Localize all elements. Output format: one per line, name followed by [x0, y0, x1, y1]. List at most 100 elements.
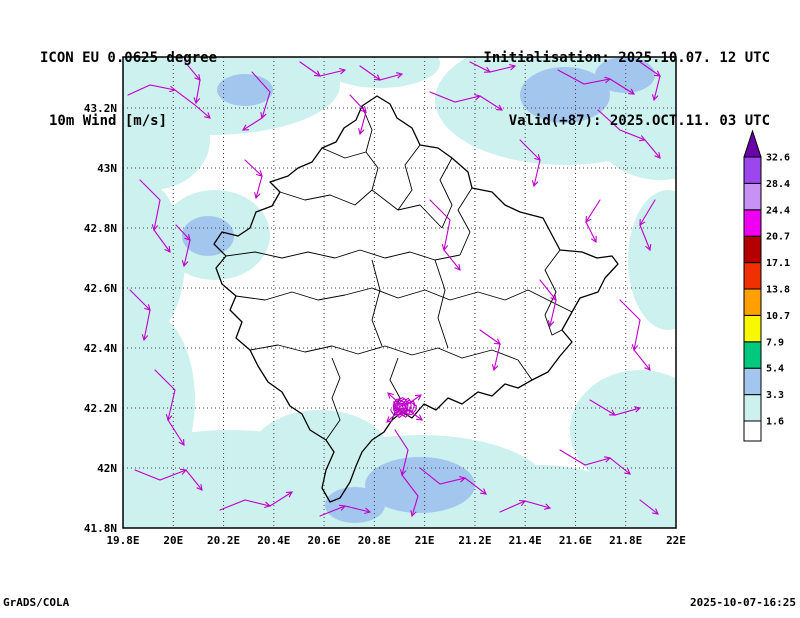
shade-patch-strong: [217, 74, 273, 106]
lon-tick-label: 21.4E: [509, 534, 542, 547]
wind-arrowhead: [480, 488, 487, 495]
wind-arrowhead: [544, 503, 552, 510]
shade-patch-strong: [182, 216, 234, 256]
wind-streamline: [242, 71, 271, 131]
lat-tick-label: 42.2N: [84, 402, 117, 415]
wind-arrowhead: [495, 104, 503, 111]
wind-streamline: [134, 469, 203, 491]
shade-patch-strong: [365, 457, 475, 513]
lon-tick-label: 20.8E: [358, 534, 391, 547]
wind-arrowhead: [254, 192, 261, 200]
colorbar-legend: 32.6 28.4 24.4 20.7 17.1 13.8 10.7 7.9 5.4 3.3 1.6: [743, 129, 790, 442]
wind-arrowhead: [141, 334, 149, 342]
wind-arrowhead: [313, 70, 321, 77]
wind-arrowhead: [634, 406, 642, 413]
wind-arrowhead: [459, 476, 467, 483]
model-title: ICON EU 0.0625 degree: [40, 50, 218, 66]
wind-arrowhead: [260, 112, 267, 120]
plot-border: [122, 56, 677, 529]
wind-arrowhead: [653, 70, 661, 77]
colorbar-segment: [743, 420, 762, 442]
wind-streamline: [639, 499, 659, 515]
lat-tick-label: 42.8N: [84, 222, 117, 235]
wind-arrowhead: [165, 414, 173, 422]
shade-patch: [320, 57, 440, 88]
colorbar-segment: [743, 341, 762, 369]
municipal-line: [334, 249, 461, 261]
wind-arrowhead: [358, 128, 365, 136]
municipal-line: [321, 147, 367, 159]
lat-tick-label: 42.4N: [84, 342, 117, 355]
wind-streamline: [419, 467, 487, 495]
colorbar-level-label: 13.8: [766, 285, 790, 296]
lon-tick-label: 20E: [163, 534, 183, 547]
municipal-line: [325, 357, 341, 441]
colorbar-level-label: 20.7: [766, 232, 790, 243]
wind-arrowhead: [196, 484, 203, 491]
municipal-boundaries: [225, 105, 573, 441]
colorbar-level-label: 10.7: [766, 311, 790, 322]
valid-time: Valid(+87): 2025.OCT.11. 03 UTC: [508, 113, 770, 129]
colorbar-level-label: 5.4: [766, 364, 784, 375]
wind-arrowhead: [414, 394, 422, 401]
lat-tick-label: 41.8N: [84, 522, 117, 535]
lon-tick-label: 20.4E: [257, 534, 290, 547]
colorbar-level-label: 32.6: [766, 153, 790, 164]
wind-arrowhead: [631, 344, 639, 352]
wind-streamline: [619, 299, 651, 371]
colorbar-level-label: 28.4: [766, 179, 790, 190]
wind-arrowhead: [178, 438, 185, 446]
wind-streamline: [597, 109, 661, 159]
colorbar-segment: [743, 288, 762, 316]
municipal-line: [344, 287, 479, 301]
wind-streamline: [429, 91, 503, 111]
kosovo-border: [213, 95, 619, 503]
lat-tick-label: 43N: [97, 162, 117, 175]
wind-arrowhead: [493, 338, 501, 345]
wind-arrowhead: [639, 218, 646, 226]
shade-patch-strong: [595, 57, 655, 93]
wind-arrowhead: [151, 224, 159, 232]
wind-arrowhead: [181, 260, 189, 268]
shade-patch-strong: [325, 487, 385, 523]
colorbar-segment: [743, 235, 762, 264]
lon-tick-label: 21.2E: [458, 534, 491, 547]
shade-patch: [250, 410, 390, 500]
wind-arrowhead: [604, 76, 612, 84]
colorbar-level-label: 7.9: [766, 337, 784, 348]
wind-arrowhead: [396, 72, 404, 79]
wind-arrowhead: [193, 97, 200, 105]
wind-arrowhead: [264, 501, 272, 508]
municipal-line: [371, 189, 443, 229]
wind-arrowhead: [483, 66, 492, 73]
municipal-line: [439, 157, 453, 229]
wind-arrowhead: [652, 94, 659, 102]
wind-arrowhead: [491, 364, 499, 372]
shade-patch-strong: [520, 67, 610, 123]
colorbar-level-label: 3.3: [766, 390, 784, 401]
wind-arrowhead: [652, 508, 659, 515]
wind-arrowhead: [410, 510, 417, 518]
wind-arrowhead: [339, 68, 347, 75]
wind-arrowhead: [509, 64, 517, 71]
wind-streamline: [479, 329, 501, 371]
wind-arrowhead: [164, 245, 171, 253]
wind-arrowhead: [590, 235, 597, 244]
wind-streamline: [219, 491, 293, 511]
title-block: ICON EU 0.0625 degree 10m Wind [m/s]: [40, 6, 217, 174]
wind-arrowhead: [285, 491, 293, 498]
wind-arrowhead: [604, 456, 612, 463]
shading-layer: [123, 57, 676, 528]
colorbar-segment: [743, 209, 762, 237]
municipal-line: [397, 144, 421, 211]
lon-tick-label: 21.8E: [609, 534, 642, 547]
shade-patch: [628, 190, 676, 330]
wind-arrowhead: [144, 304, 151, 311]
municipal-line: [434, 259, 449, 349]
wind-arrowhead: [400, 469, 407, 477]
wind-arrowhead: [608, 409, 616, 416]
municipal-line: [457, 187, 473, 256]
time-block: Initialisation: 2025.10.07. 12 UTC Valid…: [483, 6, 770, 174]
